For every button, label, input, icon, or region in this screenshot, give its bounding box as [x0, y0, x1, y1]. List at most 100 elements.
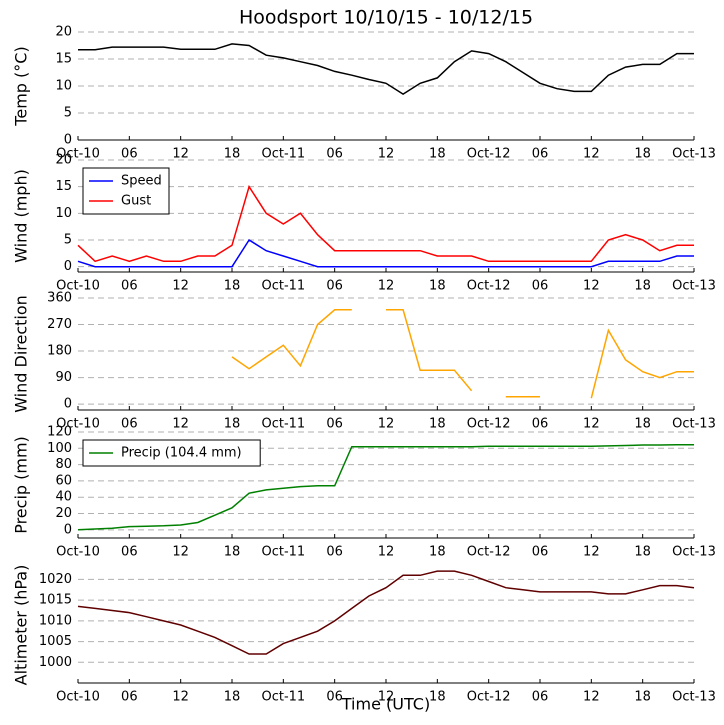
x-tick-label: 18 [224, 147, 241, 162]
x-tick-label: Oct-12 [467, 545, 511, 560]
x-tick-label: 06 [532, 690, 549, 705]
x-tick-label: 06 [121, 690, 138, 705]
x-tick-label: Oct-11 [261, 690, 305, 705]
x-tick-label: 12 [172, 147, 189, 162]
x-tick-label: 12 [583, 147, 600, 162]
x-tick-label: 12 [583, 690, 600, 705]
y-tick-label: 60 [55, 473, 72, 488]
data-line [77, 238, 694, 268]
y-axis-label: Wind (mph) [12, 169, 31, 263]
y-tick-label: 0 [64, 133, 72, 148]
x-tick-label: 06 [121, 417, 138, 432]
x-tick-label: 06 [326, 690, 343, 705]
data-line [78, 43, 694, 95]
x-tick-label: 06 [326, 417, 343, 432]
x-tick-label: Oct-10 [56, 279, 100, 294]
x-tick-label: Oct-11 [261, 417, 305, 432]
x-tick-label: Oct-12 [467, 279, 511, 294]
x-tick-label: Oct-12 [467, 147, 511, 162]
x-tick-label: 12 [378, 545, 395, 560]
y-tick-label: 15 [55, 179, 72, 194]
x-tick-label: Oct-13 [672, 147, 716, 162]
y-tick-label: 20 [55, 506, 72, 521]
x-tick-label: Oct-11 [261, 147, 305, 162]
x-tick-label: Oct-13 [672, 545, 716, 560]
x-tick-label: 18 [224, 545, 241, 560]
x-tick-label: 06 [326, 545, 343, 560]
x-tick-label: 12 [172, 417, 189, 432]
y-tick-label: 80 [55, 457, 72, 472]
x-tick-label: 06 [326, 279, 343, 294]
x-tick-label: Oct-11 [261, 279, 305, 294]
y-tick-label: 40 [55, 490, 72, 505]
x-tick-label: 18 [634, 417, 651, 432]
x-tick-label: Oct-10 [56, 417, 100, 432]
y-tick-label: 0 [64, 522, 72, 537]
data-line [77, 443, 694, 531]
y-tick-label: 90 [55, 370, 72, 385]
x-tick-label: 06 [532, 545, 549, 560]
y-tick-label: 120 [47, 425, 72, 440]
y-tick-label: 1015 [39, 593, 72, 608]
x-tick-label: 12 [172, 545, 189, 560]
y-axis-label: Temp (°C) [12, 46, 31, 126]
y-tick-label: 1005 [39, 634, 72, 649]
x-tick-label: 18 [634, 690, 651, 705]
x-tick-label: 12 [583, 545, 600, 560]
x-tick-label: 18 [429, 690, 446, 705]
x-tick-label: 12 [583, 279, 600, 294]
y-tick-label: 5 [64, 233, 72, 248]
legend-label: Precip (104.4 mm) [121, 446, 242, 461]
data-line [231, 309, 694, 399]
y-tick-label: 1000 [39, 655, 72, 670]
x-tick-label: 06 [121, 147, 138, 162]
legend-label: Gust [121, 194, 151, 209]
legend-label: Speed [121, 174, 162, 189]
x-tick-label: Oct-11 [261, 545, 305, 560]
y-tick-label: 180 [47, 344, 72, 359]
y-tick-label: 270 [47, 317, 72, 332]
x-axis-label: Time (UTC) [341, 695, 430, 714]
x-tick-label: Oct-10 [56, 545, 100, 560]
x-tick-label: 18 [224, 279, 241, 294]
y-axis-label: Altimeter (hPa) [12, 565, 31, 686]
x-tick-label: Oct-10 [56, 690, 100, 705]
x-tick-label: 06 [326, 147, 343, 162]
x-tick-label: 18 [429, 147, 446, 162]
x-tick-label: 18 [429, 417, 446, 432]
y-tick-label: 10 [55, 206, 72, 221]
legend-box [82, 167, 170, 215]
y-axis-label: Wind Direction [12, 295, 31, 413]
y-tick-label: 20 [55, 25, 72, 40]
x-tick-label: 12 [378, 279, 395, 294]
x-tick-label: Oct-10 [56, 147, 100, 162]
x-tick-label: 18 [634, 147, 651, 162]
y-tick-label: 1010 [39, 613, 72, 628]
chart-title: Hoodsport 10/10/15 - 10/12/15 [239, 7, 533, 29]
x-tick-label: 12 [378, 417, 395, 432]
x-tick-label: 12 [172, 690, 189, 705]
y-axis-label: Precip (mm) [12, 436, 31, 534]
x-tick-label: 18 [429, 279, 446, 294]
x-tick-label: 18 [634, 545, 651, 560]
y-tick-label: 15 [55, 52, 72, 67]
x-tick-label: Oct-13 [672, 279, 716, 294]
x-tick-label: 12 [378, 690, 395, 705]
x-tick-label: Oct-13 [672, 417, 716, 432]
y-tick-label: 20 [55, 153, 72, 168]
x-tick-label: 06 [532, 417, 549, 432]
y-tick-label: 1020 [39, 572, 72, 587]
x-tick-label: 12 [172, 279, 189, 294]
y-tick-label: 100 [47, 441, 72, 456]
x-tick-label: 18 [634, 279, 651, 294]
x-tick-label: Oct-13 [672, 690, 716, 705]
y-tick-label: 0 [64, 259, 72, 274]
x-tick-label: 18 [224, 690, 241, 705]
x-tick-label: Oct-12 [467, 417, 511, 432]
x-tick-label: 12 [378, 147, 395, 162]
x-tick-label: 06 [532, 279, 549, 294]
x-tick-label: 06 [121, 545, 138, 560]
y-tick-label: 5 [64, 106, 72, 121]
data-line [77, 570, 695, 655]
